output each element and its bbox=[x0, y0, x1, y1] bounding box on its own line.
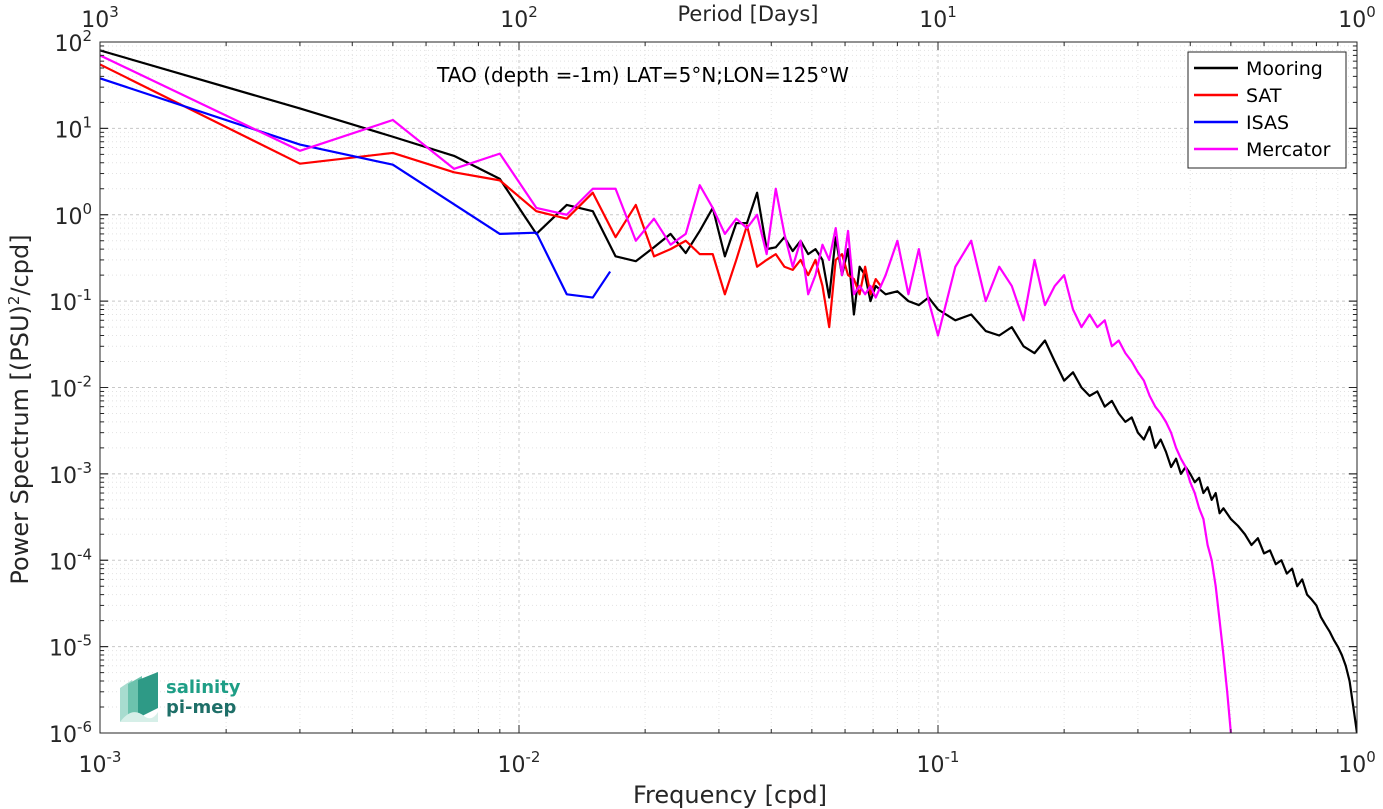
legend-label-mercator: Mercator bbox=[1246, 139, 1331, 161]
y-tick-label: 10-2 bbox=[49, 373, 92, 403]
y-tick-label: 10-1 bbox=[49, 286, 92, 316]
top-axis-title: Period [Days] bbox=[678, 2, 819, 26]
y-tick-label-base: 10 bbox=[54, 118, 82, 143]
y-tick-label: 10-5 bbox=[49, 632, 92, 662]
legend: Mooring SAT ISAS Mercator bbox=[1187, 51, 1347, 169]
top-tick-label-base: 10 bbox=[81, 8, 109, 33]
x-tick-label-base: 10 bbox=[917, 753, 945, 778]
y-tick-label-exponent: 2 bbox=[82, 27, 92, 45]
series-line-mooring bbox=[100, 49, 1357, 733]
logo-text-pimep: pi-mep bbox=[166, 697, 236, 718]
y-tick-label: 10-4 bbox=[49, 545, 92, 575]
x-tick-label-exponent: 0 bbox=[1366, 748, 1376, 766]
x-tick-label-exponent: -3 bbox=[107, 748, 122, 766]
top-tick-label-base: 10 bbox=[500, 8, 528, 33]
x-tick-label-base: 10 bbox=[79, 753, 107, 778]
y-tick-label-base: 10 bbox=[49, 723, 77, 748]
x-tick-label-exponent: -2 bbox=[526, 748, 541, 766]
x-axis-title: Frequency [cpd] bbox=[633, 781, 827, 809]
y-tick-label-exponent: -3 bbox=[77, 459, 92, 477]
top-tick-label-exponent: 2 bbox=[528, 3, 538, 21]
y-tick-label-exponent: -5 bbox=[77, 632, 92, 650]
legend-label-sat: SAT bbox=[1246, 85, 1282, 107]
y-tick-label-exponent: 0 bbox=[82, 200, 92, 218]
series-line-sat bbox=[100, 63, 882, 329]
x-tick-label: 10-3 bbox=[79, 748, 122, 778]
y-tick-label: 10-6 bbox=[49, 718, 92, 748]
x-tick-label: 10-2 bbox=[498, 748, 541, 778]
y-tick-label: 100 bbox=[54, 200, 92, 230]
x-tick-label-base: 10 bbox=[1338, 753, 1366, 778]
legend-label-mooring: Mooring bbox=[1246, 58, 1323, 80]
y-tick-label-base: 10 bbox=[49, 378, 77, 403]
chart-title: TAO (depth =-1m) LAT=5°N;LON=125°W bbox=[436, 63, 849, 87]
series-line-isas bbox=[100, 77, 612, 299]
top-tick-label: 102 bbox=[500, 3, 538, 33]
logo-icon bbox=[120, 672, 158, 722]
logo-text-salinity: salinity bbox=[166, 677, 241, 698]
top-tick-label-exponent: 1 bbox=[947, 3, 957, 21]
x-tick-label: 10-1 bbox=[917, 748, 960, 778]
y-tick-label-base: 10 bbox=[54, 32, 82, 57]
y-tick-label-exponent: 1 bbox=[82, 113, 92, 131]
top-tick-label: 101 bbox=[919, 3, 957, 33]
y-tick-label-exponent: -6 bbox=[77, 718, 92, 736]
y-axis-title-prefix: Power Spectrum [(PSU) bbox=[6, 305, 34, 584]
y-tick-label: 10-3 bbox=[49, 459, 92, 489]
top-tick-label: 103 bbox=[81, 3, 119, 33]
top-tick-label-exponent: 0 bbox=[1366, 3, 1376, 21]
top-tick-label: 100 bbox=[1338, 3, 1376, 33]
y-tick-label-base: 10 bbox=[49, 464, 77, 489]
y-tick-label: 101 bbox=[54, 113, 92, 143]
series-line-mercator bbox=[100, 54, 1232, 733]
x-tick-label-exponent: -1 bbox=[945, 748, 960, 766]
y-axis-title: Power Spectrum [(PSU)2/cpd] bbox=[5, 234, 34, 584]
y-axis-title-suffix: /cpd] bbox=[6, 234, 34, 295]
salinity-pi-mep-logo: salinity pi-mep bbox=[120, 672, 241, 722]
top-tick-label-base: 10 bbox=[1338, 8, 1366, 33]
series-group bbox=[100, 49, 1357, 733]
tick-marks bbox=[99, 41, 1358, 734]
y-tick-label-base: 10 bbox=[54, 205, 82, 230]
y-tick-label: 102 bbox=[54, 27, 92, 57]
y-tick-label-exponent: -1 bbox=[77, 286, 92, 304]
y-tick-label-base: 10 bbox=[49, 637, 77, 662]
y-axis-title-sup: 2 bbox=[5, 296, 23, 306]
y-tick-label-exponent: -4 bbox=[77, 545, 92, 563]
x-tick-label-base: 10 bbox=[498, 753, 526, 778]
y-tick-label-base: 10 bbox=[49, 550, 77, 575]
x-tick-label: 100 bbox=[1338, 748, 1376, 778]
y-tick-label-base: 10 bbox=[49, 291, 77, 316]
top-tick-label-base: 10 bbox=[919, 8, 947, 33]
y-tick-label-exponent: -2 bbox=[77, 373, 92, 391]
legend-label-isas: ISAS bbox=[1246, 112, 1289, 134]
top-tick-label-exponent: 3 bbox=[109, 3, 119, 21]
